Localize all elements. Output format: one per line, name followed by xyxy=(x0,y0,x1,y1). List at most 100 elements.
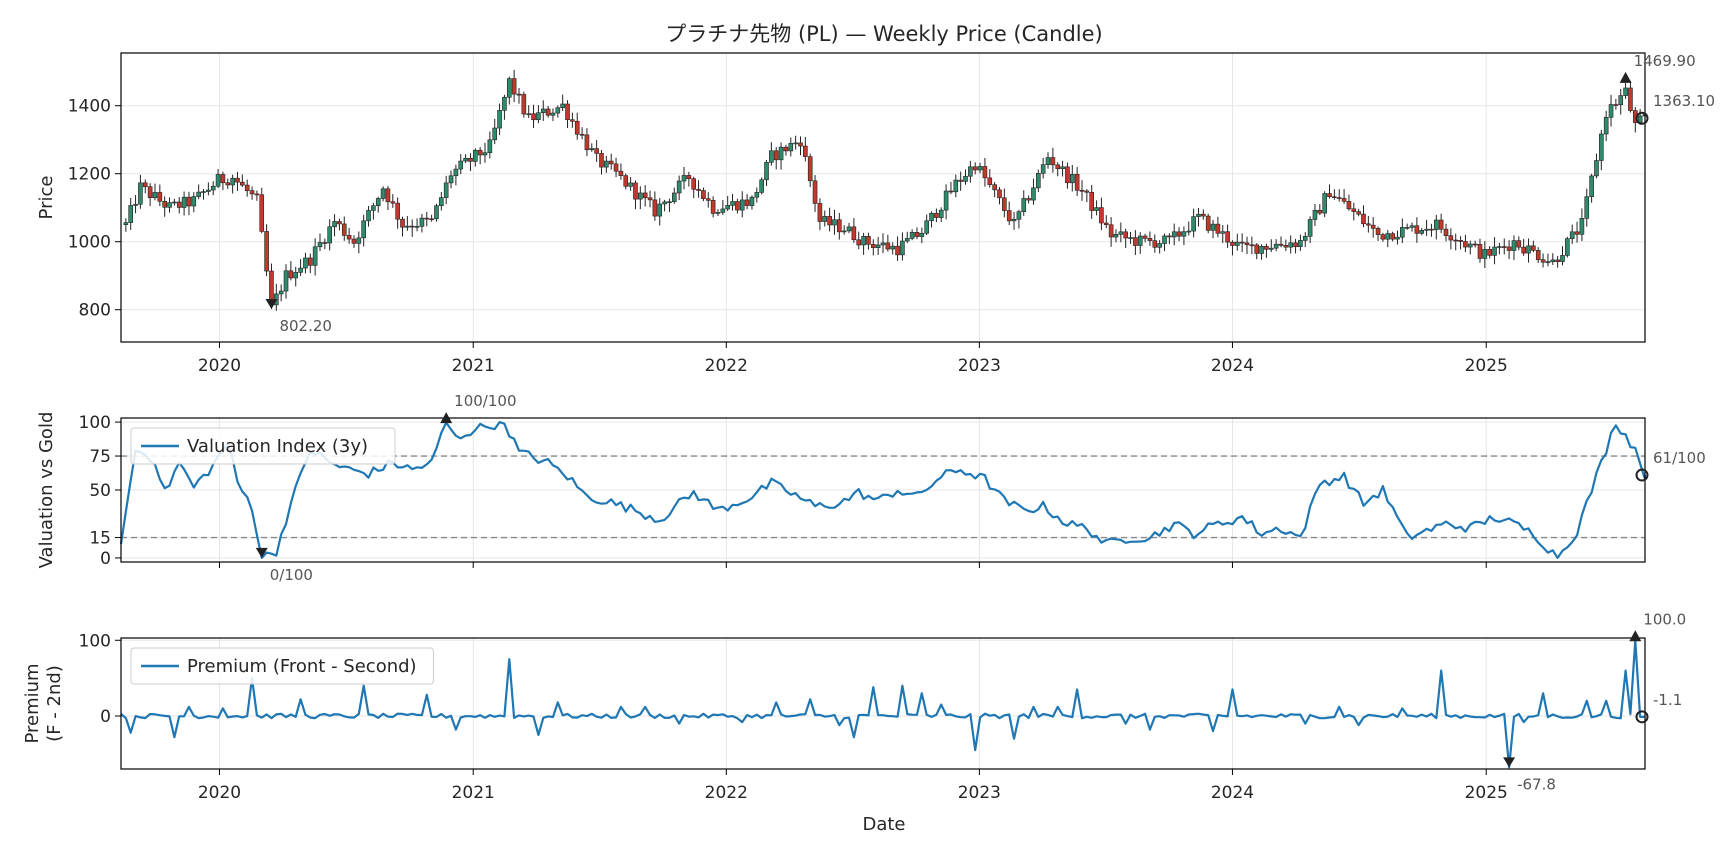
candle-body xyxy=(1268,247,1274,250)
candle-body xyxy=(1283,245,1289,248)
candle-body xyxy=(851,226,857,241)
candle-body xyxy=(1540,259,1546,263)
candle-body xyxy=(1380,234,1386,240)
candle-body xyxy=(293,272,299,279)
candle-body xyxy=(371,205,376,211)
x-tick-label: 2024 xyxy=(1211,356,1254,376)
candle-body xyxy=(1220,231,1226,234)
candle-body xyxy=(744,199,750,206)
candle-body xyxy=(1167,235,1172,238)
candle-body xyxy=(870,244,876,248)
plot-border xyxy=(120,637,1646,770)
plot-border xyxy=(120,417,1646,563)
candle-body xyxy=(1273,243,1279,249)
candle-body xyxy=(123,222,129,225)
candle-body xyxy=(1511,240,1517,251)
candle-body xyxy=(691,178,697,190)
candle-body xyxy=(1429,228,1434,231)
candle-body xyxy=(880,242,886,246)
candle-body xyxy=(671,192,677,203)
chart-title: プラチナ先物 (PL) — Weekly Price (Candle) xyxy=(665,22,1102,46)
candle-body xyxy=(142,182,148,188)
candle-body xyxy=(958,179,963,182)
high-marker xyxy=(1629,630,1642,642)
y-tick-label: 0 xyxy=(100,549,111,569)
candle-body xyxy=(225,182,231,186)
candle-body xyxy=(1482,249,1488,259)
candle-body xyxy=(856,239,862,246)
candle-body xyxy=(681,175,687,182)
candle-body xyxy=(793,142,798,145)
candle-body xyxy=(570,119,575,122)
candle-body xyxy=(1050,157,1056,166)
candle-body xyxy=(657,203,663,217)
candle-body xyxy=(710,200,716,214)
candle-body xyxy=(1467,243,1473,248)
candle-body xyxy=(361,220,366,239)
candle-body xyxy=(914,232,920,237)
last-marker xyxy=(1635,468,1649,482)
candle-body xyxy=(608,160,614,165)
x-tick-label: 2023 xyxy=(958,783,1001,803)
candle-body xyxy=(812,180,818,204)
candle-body xyxy=(579,133,585,136)
candle-body xyxy=(943,190,949,211)
candle-body xyxy=(1458,240,1463,242)
candle-body xyxy=(220,174,226,184)
candle-body xyxy=(240,181,245,186)
candle-body xyxy=(278,290,284,295)
candle-body xyxy=(1322,193,1327,214)
candle-body xyxy=(1443,228,1449,236)
candle-body xyxy=(1099,207,1104,224)
candle-body xyxy=(565,103,570,121)
candle-body xyxy=(1603,117,1609,135)
candle-body xyxy=(162,201,167,208)
candle-body xyxy=(128,205,134,223)
candle-body xyxy=(1424,228,1429,231)
candle-body xyxy=(832,219,837,226)
high-marker xyxy=(1619,71,1632,83)
candle-body xyxy=(1137,235,1143,246)
candle-body xyxy=(1244,242,1250,246)
candle-body xyxy=(502,96,507,111)
last-annotation: -1.1 xyxy=(1653,691,1682,709)
candle-body xyxy=(798,142,803,147)
candle-body xyxy=(380,188,386,199)
candle-body xyxy=(676,180,682,194)
x-tick-label: 2021 xyxy=(452,783,495,803)
candle-body xyxy=(477,149,483,156)
candle-body xyxy=(1506,246,1512,251)
candle-body xyxy=(846,226,852,232)
candle-body xyxy=(599,153,604,168)
candle-body xyxy=(686,175,692,180)
candle-body xyxy=(307,257,313,266)
candle-body xyxy=(1307,219,1313,237)
candle-body xyxy=(803,145,808,157)
candle-body xyxy=(652,199,658,217)
candle-body xyxy=(647,197,653,201)
candle-body xyxy=(628,182,633,187)
candle-body xyxy=(1235,241,1240,246)
candle-body xyxy=(1545,261,1551,264)
y-tick-label: 1000 xyxy=(68,233,111,253)
candle-body xyxy=(783,146,789,152)
candle-body xyxy=(701,190,706,199)
last-marker xyxy=(1635,710,1649,724)
candle-body xyxy=(1065,166,1070,184)
candle-body xyxy=(526,113,531,116)
candle-body xyxy=(1404,227,1410,229)
candle-body xyxy=(1060,166,1065,170)
candle-body xyxy=(487,139,493,153)
candle-body xyxy=(443,182,449,198)
candle-body xyxy=(550,112,556,116)
candle-body xyxy=(1356,211,1361,215)
candle-body xyxy=(298,267,303,273)
candle-body xyxy=(1021,198,1027,212)
candle-body xyxy=(1055,164,1061,170)
candle-body xyxy=(1550,259,1556,263)
low-annotation: 802.20 xyxy=(279,317,332,335)
candle-body xyxy=(837,219,842,233)
candle-body xyxy=(822,216,828,222)
candle-body xyxy=(1011,218,1017,222)
candle-body xyxy=(414,226,420,228)
